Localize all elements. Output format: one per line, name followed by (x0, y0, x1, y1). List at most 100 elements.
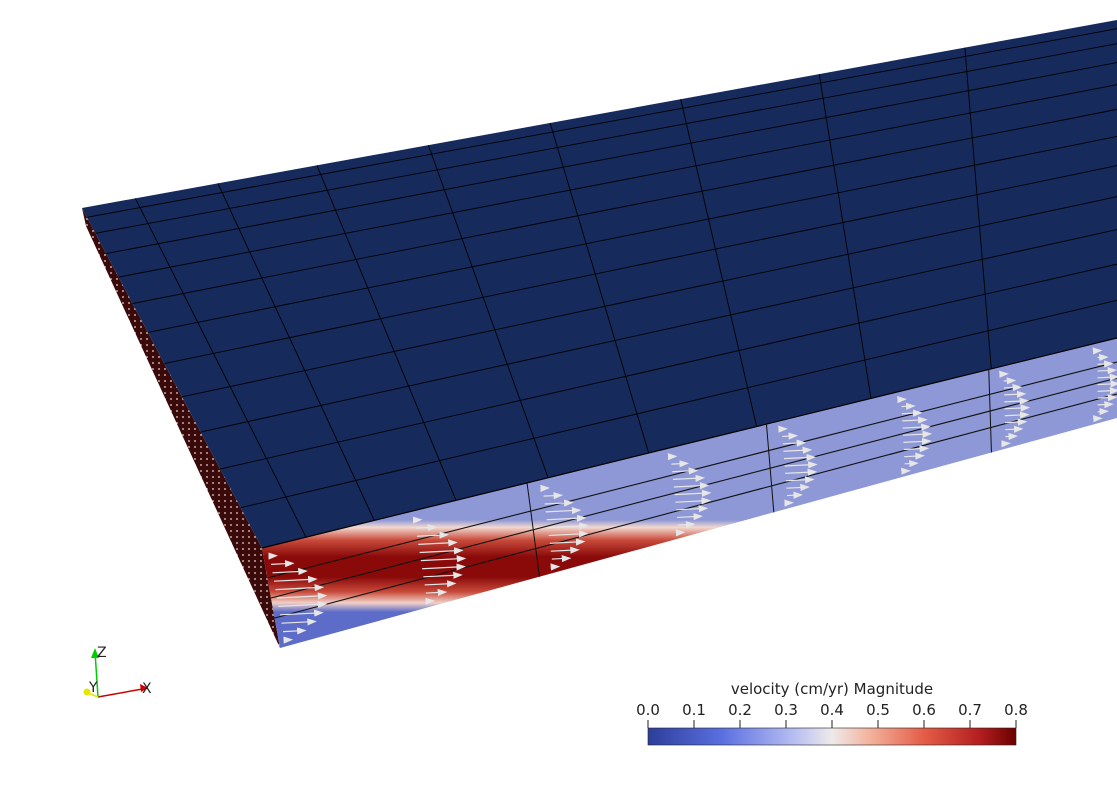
velocity-arrow (415, 523, 438, 532)
cell-seam-line (765, 424, 775, 513)
velocity-arrow (270, 560, 295, 568)
velocity-arrow (672, 474, 706, 482)
velocity-arrow (272, 567, 308, 576)
grid-line (164, 165, 1117, 365)
velocity-arrow (275, 584, 325, 592)
velocity-arrow (1004, 418, 1028, 426)
velocity-arrow (784, 461, 818, 469)
velocity-arrow (424, 580, 457, 588)
velocity-arrow (901, 402, 916, 410)
velocity-arrow (544, 499, 574, 507)
velocity-arrow (903, 445, 930, 453)
velocity-arrow (1004, 404, 1031, 412)
velocity-arrow (283, 627, 307, 635)
velocity-arrow (1004, 397, 1030, 405)
velocity-arrow (671, 460, 690, 468)
velocity-arrow (904, 452, 925, 460)
layer-line (270, 377, 1117, 599)
velocity-arrow (1097, 360, 1114, 368)
color-legend-tick-label: 0.3 (774, 701, 798, 719)
velocity-arrow (547, 522, 589, 530)
velocity-arrow (674, 489, 712, 497)
z-axis-line (94, 651, 99, 698)
cell-seam-line (988, 369, 992, 453)
velocity-arrow (782, 432, 799, 440)
grid-line (316, 165, 457, 501)
velocity-glyphs (268, 347, 1117, 644)
velocity-arrow (783, 453, 817, 462)
grid-line (220, 263, 1117, 470)
velocity-arrow (902, 423, 931, 431)
grid-line (147, 135, 1117, 333)
velocity-arrow (785, 476, 815, 484)
velocity-arrow (543, 492, 564, 500)
velocity-arrow (786, 491, 804, 499)
grid-line (134, 198, 307, 538)
velocity-arrow (676, 505, 709, 513)
velocity-arrow (548, 530, 589, 538)
velocity-arrow (1097, 366, 1117, 375)
velocity-arrow (786, 483, 810, 492)
z-axis-arrow-icon (91, 648, 99, 658)
velocity-arrow (903, 437, 932, 446)
grid-line (818, 74, 872, 399)
y-axis-dot-icon (83, 688, 91, 696)
velocity-arrow (672, 467, 699, 475)
slab-top-surface (82, 20, 1117, 548)
color-legend-tick-label: 0.4 (820, 701, 844, 719)
velocity-arrow (1005, 425, 1024, 433)
velocity-arrow (783, 446, 813, 454)
velocity-arrow (273, 575, 318, 584)
velocity-arrow (1004, 390, 1027, 398)
velocity-arrow (1004, 411, 1030, 419)
grid-line (964, 47, 992, 369)
velocity-arrow (420, 555, 467, 563)
velocity-arrow (425, 588, 448, 597)
grid-line (549, 122, 650, 454)
velocity-arrow (423, 571, 463, 579)
grid-line (680, 99, 758, 427)
grid-line (200, 229, 1117, 433)
grid-line (95, 43, 1117, 234)
grid-line (118, 84, 1117, 278)
layer-line (274, 393, 1117, 619)
velocity-arrow (279, 609, 324, 617)
grid-line (217, 183, 375, 521)
color-legend-tick-label: 0.7 (958, 701, 982, 719)
color-legend-bar (647, 727, 1017, 746)
slab-left-face (82, 208, 280, 648)
velocity-arrow (1003, 377, 1017, 385)
velocity-arrow (1005, 432, 1019, 441)
top-surface-grid (86, 28, 1117, 538)
velocity-arrow (546, 514, 587, 522)
grid-line (106, 62, 1117, 254)
velocity-arrow (1003, 383, 1023, 392)
color-legend[interactable]: velocity (cm/yr) Magnitude 0.0 0.1 0.2 0.3 0… (636, 680, 1028, 746)
velocity-arrow (901, 409, 923, 417)
z-axis-label: Z (97, 645, 107, 661)
velocity-arrow (278, 600, 328, 609)
velocity-arrow (785, 468, 818, 476)
slab-edge-line (261, 337, 1117, 549)
color-legend-tick-label: 0.8 (1004, 701, 1028, 719)
velocity-arrow (675, 497, 712, 505)
color-legend-title: velocity (cm/yr) Magnitude (731, 680, 933, 698)
velocity-arrow (1097, 387, 1117, 395)
velocity-arrow (545, 506, 582, 515)
color-legend-tick-label: 0.1 (682, 701, 706, 719)
velocity-arrow (281, 618, 317, 626)
velocity-arrow (1097, 394, 1117, 402)
velocity-arrow (417, 531, 450, 539)
velocity-arrow (904, 460, 919, 468)
velocity-arrow (782, 439, 807, 447)
y-axis-label: Y (88, 680, 98, 696)
color-legend-ticks: 0.0 0.1 0.2 0.3 0.4 0.5 0.6 0.7 0.8 (636, 701, 1028, 728)
slab-front-face (262, 338, 1117, 648)
front-face-grid (261, 337, 1117, 619)
velocity-arrow (549, 538, 586, 546)
velocity-arrow (422, 563, 467, 571)
velocity-arrow (551, 554, 572, 563)
grid-line (427, 144, 549, 478)
orientation-axes[interactable]: X Y Z (83, 645, 153, 698)
